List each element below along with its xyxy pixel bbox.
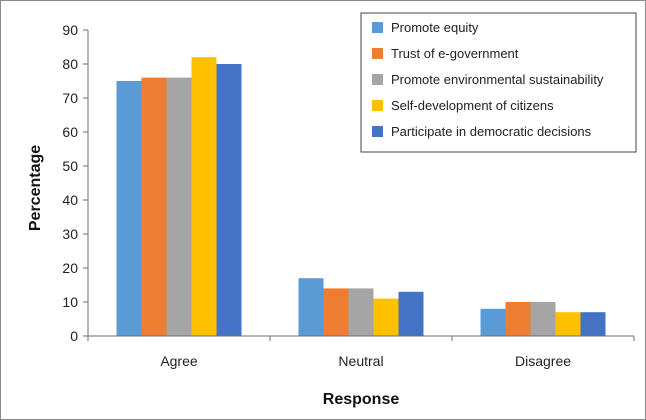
y-tick-label: 20 xyxy=(62,260,78,276)
legend-items: Promote equity Trust of e-government Promo… xyxy=(372,20,604,139)
bar xyxy=(580,312,606,336)
bar xyxy=(398,291,424,336)
bar-groups xyxy=(116,57,606,336)
legend-swatch xyxy=(372,126,383,137)
bar xyxy=(116,81,142,336)
legend-swatch xyxy=(372,74,383,85)
bar xyxy=(505,302,531,336)
legend-item: Self-development of citizens xyxy=(372,98,554,113)
legend-item: Promote environmental sustainability xyxy=(372,72,604,87)
bar xyxy=(555,312,581,336)
bar xyxy=(166,77,192,336)
legend-swatch xyxy=(372,22,383,33)
x-axis-ticks xyxy=(87,336,635,341)
legend: Promote equity Trust of e-government Promo… xyxy=(360,12,637,153)
y-tick-label: 40 xyxy=(62,192,78,208)
bar xyxy=(480,308,506,336)
legend-item: Participate in democratic decisions xyxy=(372,124,592,139)
bar xyxy=(530,302,556,336)
legend-box xyxy=(360,12,637,153)
x-category-label: Neutral xyxy=(338,353,383,369)
bar xyxy=(323,288,349,336)
y-axis-ticks: 0 10 20 30 40 50 60 70 80 90 xyxy=(62,22,88,344)
y-tick-label: 80 xyxy=(62,56,78,72)
bar-group xyxy=(480,302,606,336)
y-axis-title: Percentage xyxy=(27,145,44,231)
bar-group xyxy=(298,278,424,336)
bar xyxy=(298,278,324,336)
legend-swatch xyxy=(372,48,383,59)
legend-label: Self-development of citizens xyxy=(391,98,554,113)
bar xyxy=(373,298,399,336)
legend-item: Promote equity xyxy=(372,20,479,35)
x-axis-title: Response xyxy=(323,391,400,408)
legend-label: Trust of e-government xyxy=(391,46,519,61)
legend-swatch xyxy=(372,100,383,111)
y-tick-label: 0 xyxy=(70,328,78,344)
legend-label: Participate in democratic decisions xyxy=(391,124,592,139)
legend-item: Trust of e-government xyxy=(372,46,519,61)
x-axis-category-labels: Agree Neutral Disagree xyxy=(160,353,571,369)
y-tick-label: 50 xyxy=(62,158,78,174)
y-tick-label: 30 xyxy=(62,226,78,242)
bar xyxy=(141,77,167,336)
bar xyxy=(348,288,374,336)
y-tick-label: 90 xyxy=(62,22,78,38)
x-category-label: Agree xyxy=(160,353,198,369)
y-tick-label: 60 xyxy=(62,124,78,140)
legend-label: Promote environmental sustainability xyxy=(391,72,604,87)
y-tick-label: 70 xyxy=(62,90,78,106)
bar xyxy=(216,64,242,336)
x-category-label: Disagree xyxy=(515,353,571,369)
bar-group xyxy=(116,57,242,336)
bar xyxy=(191,57,217,336)
legend-label: Promote equity xyxy=(391,20,479,35)
y-tick-label: 10 xyxy=(62,294,78,310)
